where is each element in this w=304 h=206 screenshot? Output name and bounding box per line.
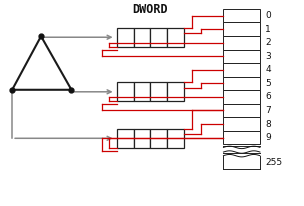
Bar (223, 77, 260, 90)
Bar (117, 82, 134, 101)
Text: 0: 0 (265, 11, 271, 20)
Bar (223, 104, 260, 117)
Bar (167, 129, 184, 148)
Text: 255: 255 (265, 158, 282, 167)
Bar (223, 63, 260, 77)
Bar (223, 22, 260, 36)
Text: 1: 1 (265, 25, 271, 34)
Text: 6: 6 (265, 92, 271, 102)
Bar (134, 129, 150, 148)
Text: 7: 7 (265, 106, 271, 115)
Text: 8: 8 (265, 119, 271, 129)
Bar (167, 82, 184, 101)
Text: 2: 2 (265, 38, 271, 47)
Bar (150, 28, 167, 47)
Bar (223, 50, 260, 63)
Text: DWORD: DWORD (133, 2, 168, 15)
Text: 5: 5 (265, 79, 271, 88)
Text: 4: 4 (265, 65, 271, 74)
Bar (223, 131, 260, 144)
Bar (150, 129, 167, 148)
Bar (117, 129, 134, 148)
Bar (167, 28, 184, 47)
Text: 9: 9 (265, 133, 271, 142)
Bar (150, 82, 167, 101)
Bar (223, 9, 260, 22)
Bar (223, 90, 260, 104)
Text: 3: 3 (265, 52, 271, 61)
Bar (134, 28, 150, 47)
Bar (223, 117, 260, 131)
Bar (223, 36, 260, 50)
Bar (134, 82, 150, 101)
Bar (117, 28, 134, 47)
